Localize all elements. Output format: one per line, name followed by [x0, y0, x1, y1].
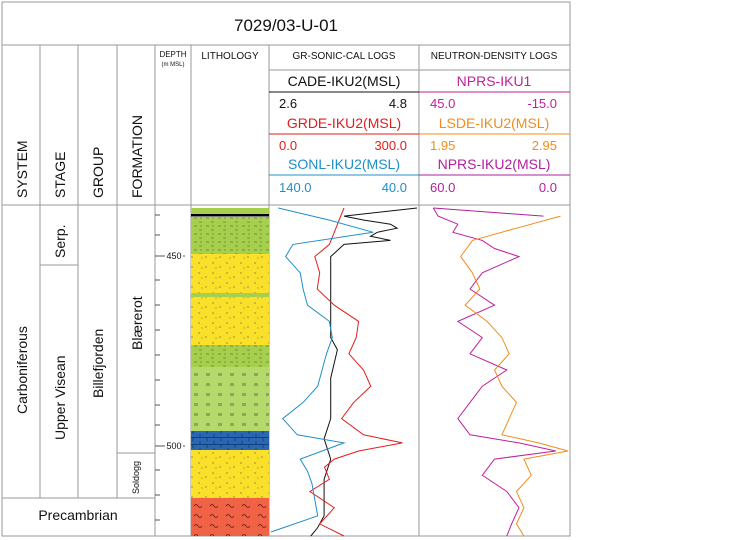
log-curve-sonl-iku2-msl: [270, 207, 374, 533]
column-header-group: GROUP: [90, 147, 106, 198]
legend-cade-max: 4.8: [389, 96, 407, 111]
group-billefjorden: Billefjorden: [90, 329, 106, 398]
legend-grde-name: GRDE-IKU2(MSL): [287, 115, 401, 131]
legend-sonl-min: 140.0: [279, 180, 312, 195]
lithology-layer: [191, 293, 269, 297]
lithology-layer: [191, 450, 269, 498]
column-header-system: SYSTEM: [14, 140, 30, 198]
legend-lsde-name: LSDE-IKU2(MSL): [439, 115, 549, 131]
legend-nprs2-name: NPRS-IKU2(MSL): [438, 156, 551, 172]
lithology-layer: [191, 208, 269, 214]
legend-cade-name: CADE-IKU2(MSL): [288, 73, 401, 89]
column-header-stage: STAGE: [52, 152, 68, 198]
legend-nprs1-name: NPRS-IKU1: [457, 73, 532, 89]
lithology-layer: [191, 297, 269, 345]
legend-nprs1-max: -15.0: [527, 96, 557, 111]
lithology-layer: [191, 367, 269, 431]
legend-nprs1-min: 45.0: [430, 96, 455, 111]
legend-cade-min: 2.6: [279, 96, 297, 111]
log-curve-lsde-iku2-msl: [460, 215, 569, 537]
column-header-depth: DEPTH: [159, 50, 186, 59]
track-gr-sonic-cal: [270, 207, 418, 537]
log-curve-nprs-iku2-msl: [433, 207, 544, 217]
formation-soldogg: Soldogg: [131, 461, 141, 494]
lithology-layer: [191, 214, 269, 217]
column-header-depth-unit: (m MSL): [162, 62, 185, 68]
legend-neutron-density: NPRS-IKU1 45.0 -15.0 LSDE-IKU2(MSL) 1.95…: [419, 73, 570, 195]
legend-sonl-name: SONL-IKU2(MSL): [288, 156, 400, 172]
legend-sonl-max: 40.0: [382, 180, 407, 195]
lithology-layer: [191, 254, 269, 293]
lithology-column: [191, 208, 269, 536]
track-neutron-density: [432, 207, 569, 537]
lithology-layer: [191, 498, 269, 536]
legend-lsde-max: 2.95: [532, 138, 557, 153]
system-carboniferous: Carboniferous: [14, 326, 30, 414]
log-curve-grde-iku2-msl: [308, 207, 403, 537]
log-curve-nprs-iku1: [432, 207, 556, 537]
legend-grde-max: 300.0: [374, 138, 407, 153]
depth-tick-label: 450: [166, 251, 181, 261]
chart-title: 7029/03-U-01: [234, 16, 338, 35]
stage-serpukhovian: Serp.: [52, 225, 68, 258]
column-header-neutron-density: NEUTRON-DENSITY LOGS: [431, 51, 558, 62]
depth-axis: 450 500: [155, 214, 185, 521]
lithology-layer: [191, 217, 269, 254]
legend-nprs2-max: 0.0: [539, 180, 557, 195]
formation-blaererot: Blærerot: [129, 296, 145, 350]
column-header-formation: FORMATION: [129, 115, 145, 198]
legend-gr-sonic-cal: CADE-IKU2(MSL) 2.6 4.8 GRDE-IKU2(MSL) 0.…: [269, 73, 419, 195]
lithology-layer: [191, 431, 269, 450]
log-curve-cade-iku2-msl: [310, 207, 418, 537]
depth-tick-label: 500: [166, 441, 181, 451]
lithology-layer: [191, 345, 269, 367]
column-header-gr-sonic-cal: GR-SONIC-CAL LOGS: [293, 51, 396, 62]
legend-lsde-min: 1.95: [430, 138, 455, 153]
table-grid: [1, 1, 571, 537]
legend-grde-min: 0.0: [279, 138, 297, 153]
stage-upper-visean: Upper Visean: [52, 355, 68, 440]
legend-nprs2-min: 60.0: [430, 180, 455, 195]
system-precambrian: Precambrian: [38, 507, 117, 523]
column-header-lithology: LITHOLOGY: [201, 51, 259, 62]
